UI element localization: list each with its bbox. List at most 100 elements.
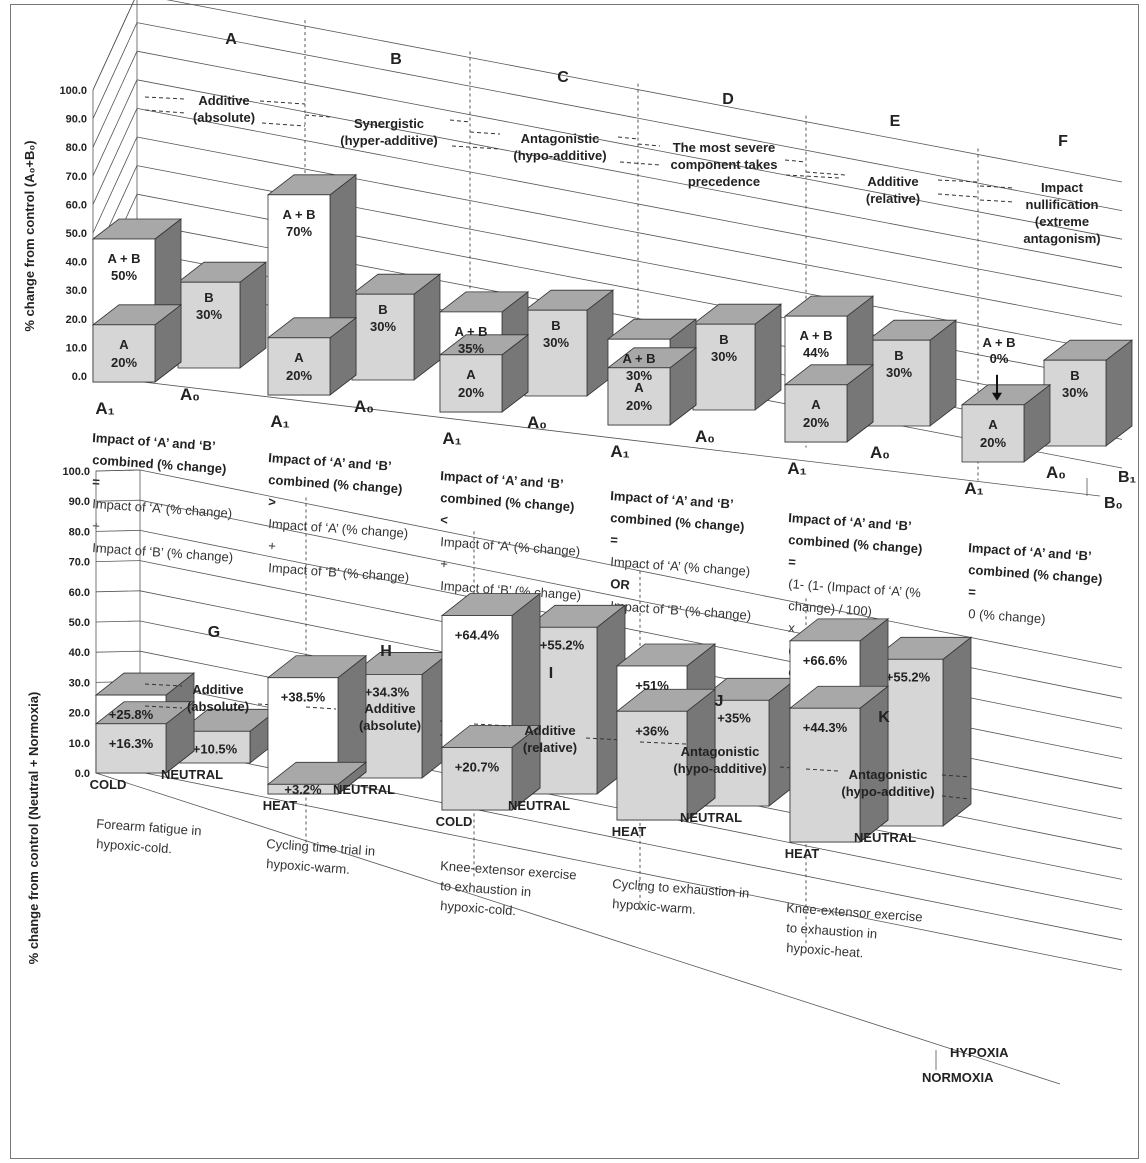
bar-a-label: +20.7% [455, 759, 500, 774]
formula-line: combined (% change) [968, 562, 1103, 586]
left-wall-gridline [95, 469, 141, 472]
front-category-label: A₁ [610, 442, 629, 461]
depth-label: B₀ [1104, 495, 1123, 512]
bar-a-label: 20% [803, 415, 829, 430]
depth-label: B₁ [1118, 469, 1137, 486]
bar-b-label: +34.3% [365, 684, 410, 699]
formula-line: (1- (1- (Impact of ‘A’ (% [788, 576, 922, 600]
y-tick-label: 100.0 [59, 85, 87, 97]
bar-b-label: +35% [717, 710, 751, 725]
front-category-label: A₁ [787, 459, 806, 478]
title-leader [979, 199, 1016, 203]
chart-1: 100.0 90.0 80.0 70.0 60.0 50.0 40.0 30.0 20.0 10.… [22, 0, 1137, 688]
bar-a-label: A [811, 397, 821, 412]
title-leader [469, 131, 501, 135]
bar-a-label: A [119, 337, 129, 352]
panel-title: antagonism) [1023, 231, 1100, 246]
bar-a [788, 685, 890, 843]
panel-k: +55.2% +66.6% +44.3% HEAT NEUTRAL K Antagonist… [785, 618, 973, 960]
panel-letter: I [549, 665, 553, 682]
formula-line: Impact of ‘A’ and ‘B’ [610, 488, 734, 512]
panel-title: (relative) [866, 191, 920, 206]
panel-title: precedence [688, 174, 760, 189]
description-line: hypoxic-heat. [786, 940, 864, 960]
bar-a [960, 383, 1052, 463]
bar-a-label: A [634, 380, 644, 395]
formula-line: + [440, 556, 449, 571]
title-leader [451, 145, 501, 150]
formula-line: Impact of ‘A’ and ‘B’ [440, 468, 564, 492]
left-wall-gridline [92, 22, 138, 119]
bar-a [783, 363, 875, 443]
front-category-label: HEAT [785, 846, 819, 861]
description-line: Forearm fatigue in [96, 816, 202, 838]
bar-b [525, 604, 627, 795]
bar-b-label: +55.2% [540, 637, 585, 652]
bar-a-label: 20% [626, 398, 652, 413]
formula-line: combined (% change) [610, 510, 745, 534]
formula-line: x [788, 620, 796, 635]
formula-line: = [788, 554, 797, 570]
bar-combined-label: +66.6% [803, 653, 848, 668]
y-tick-label: 80.0 [69, 526, 90, 538]
gridline [136, 136, 1123, 326]
y-tick-label: 10.0 [66, 342, 87, 354]
title-leader [449, 119, 471, 123]
front-category-label: COLD [436, 814, 473, 829]
description-line: to exhaustion in [786, 920, 878, 941]
panel-letter: F [1058, 133, 1068, 150]
back-category-label: A₀ [870, 443, 890, 462]
title-leader [805, 171, 846, 176]
front-category-label: A₁ [442, 429, 461, 448]
back-category-label: A₀ [527, 413, 547, 432]
bar-b-label: 30% [711, 349, 737, 364]
formula-line: Impact of ‘A’ (% change) [92, 496, 233, 521]
bar-a-label: 20% [286, 368, 312, 383]
front-category-label: A₁ [95, 399, 114, 418]
title-leader [617, 136, 639, 140]
bar-a-label: +36% [635, 723, 669, 738]
y-tick-label: 0.0 [72, 371, 87, 383]
bar-combined-label: +64.4% [455, 628, 500, 643]
title-leader [261, 122, 306, 127]
panel-title: (absolute) [193, 110, 255, 125]
title-leader [637, 143, 661, 147]
back-category-label: NEUTRAL [854, 830, 916, 845]
panel-title: (relative) [523, 740, 577, 755]
bar-a-label: 20% [980, 435, 1006, 450]
bar-b [1042, 339, 1134, 447]
gridline [139, 469, 1123, 669]
panel-i: +55.2% +64.4% +20.7% COLD NEUTRAL I Additive (r… [436, 592, 641, 918]
y-tick-label: 50.0 [69, 617, 90, 629]
bar-combined-label: +51% [635, 678, 669, 693]
y-axis-label: % change from control (Neutral + Normoxi… [26, 692, 41, 965]
left-wall-gridline [92, 51, 138, 148]
panel-title: Additive [524, 723, 575, 738]
y-tick-label: 100.0 [62, 466, 90, 478]
title-leader [144, 96, 186, 100]
left-wall-gridline [92, 0, 135, 91]
title-leader [805, 768, 839, 772]
bar-a-label: A [988, 417, 998, 432]
formula-line: = [610, 532, 619, 548]
title-leader [639, 741, 687, 745]
formula-line: Impact of ‘A’ and ‘B’ [92, 430, 216, 454]
back-category-label: A₀ [180, 385, 200, 404]
panel-title: (absolute) [359, 718, 421, 733]
bar-b-label: B [719, 332, 728, 347]
bar-b-label: +10.5% [193, 741, 238, 756]
y-tick-label: 20.0 [69, 708, 90, 720]
title-leader [784, 159, 807, 163]
panel-j: +35% +51% +36% HEAT NEUTRAL J Antagonistic (hyp… [612, 643, 807, 917]
formula-line: + [268, 538, 277, 553]
bar-b-label: B [551, 318, 560, 333]
y-tick-label: 30.0 [66, 285, 87, 297]
back-category-label: A₀ [1046, 463, 1066, 482]
formula-line: Impact of ‘A’ and ‘B’ [268, 450, 392, 474]
bar-b-label: 30% [543, 335, 569, 350]
formula-line: > [268, 494, 277, 510]
y-tick-label: 90.0 [69, 496, 90, 508]
panel-letter: E [890, 113, 901, 130]
title-leader [937, 193, 979, 198]
bar-combined-label: +38.5% [281, 690, 326, 705]
